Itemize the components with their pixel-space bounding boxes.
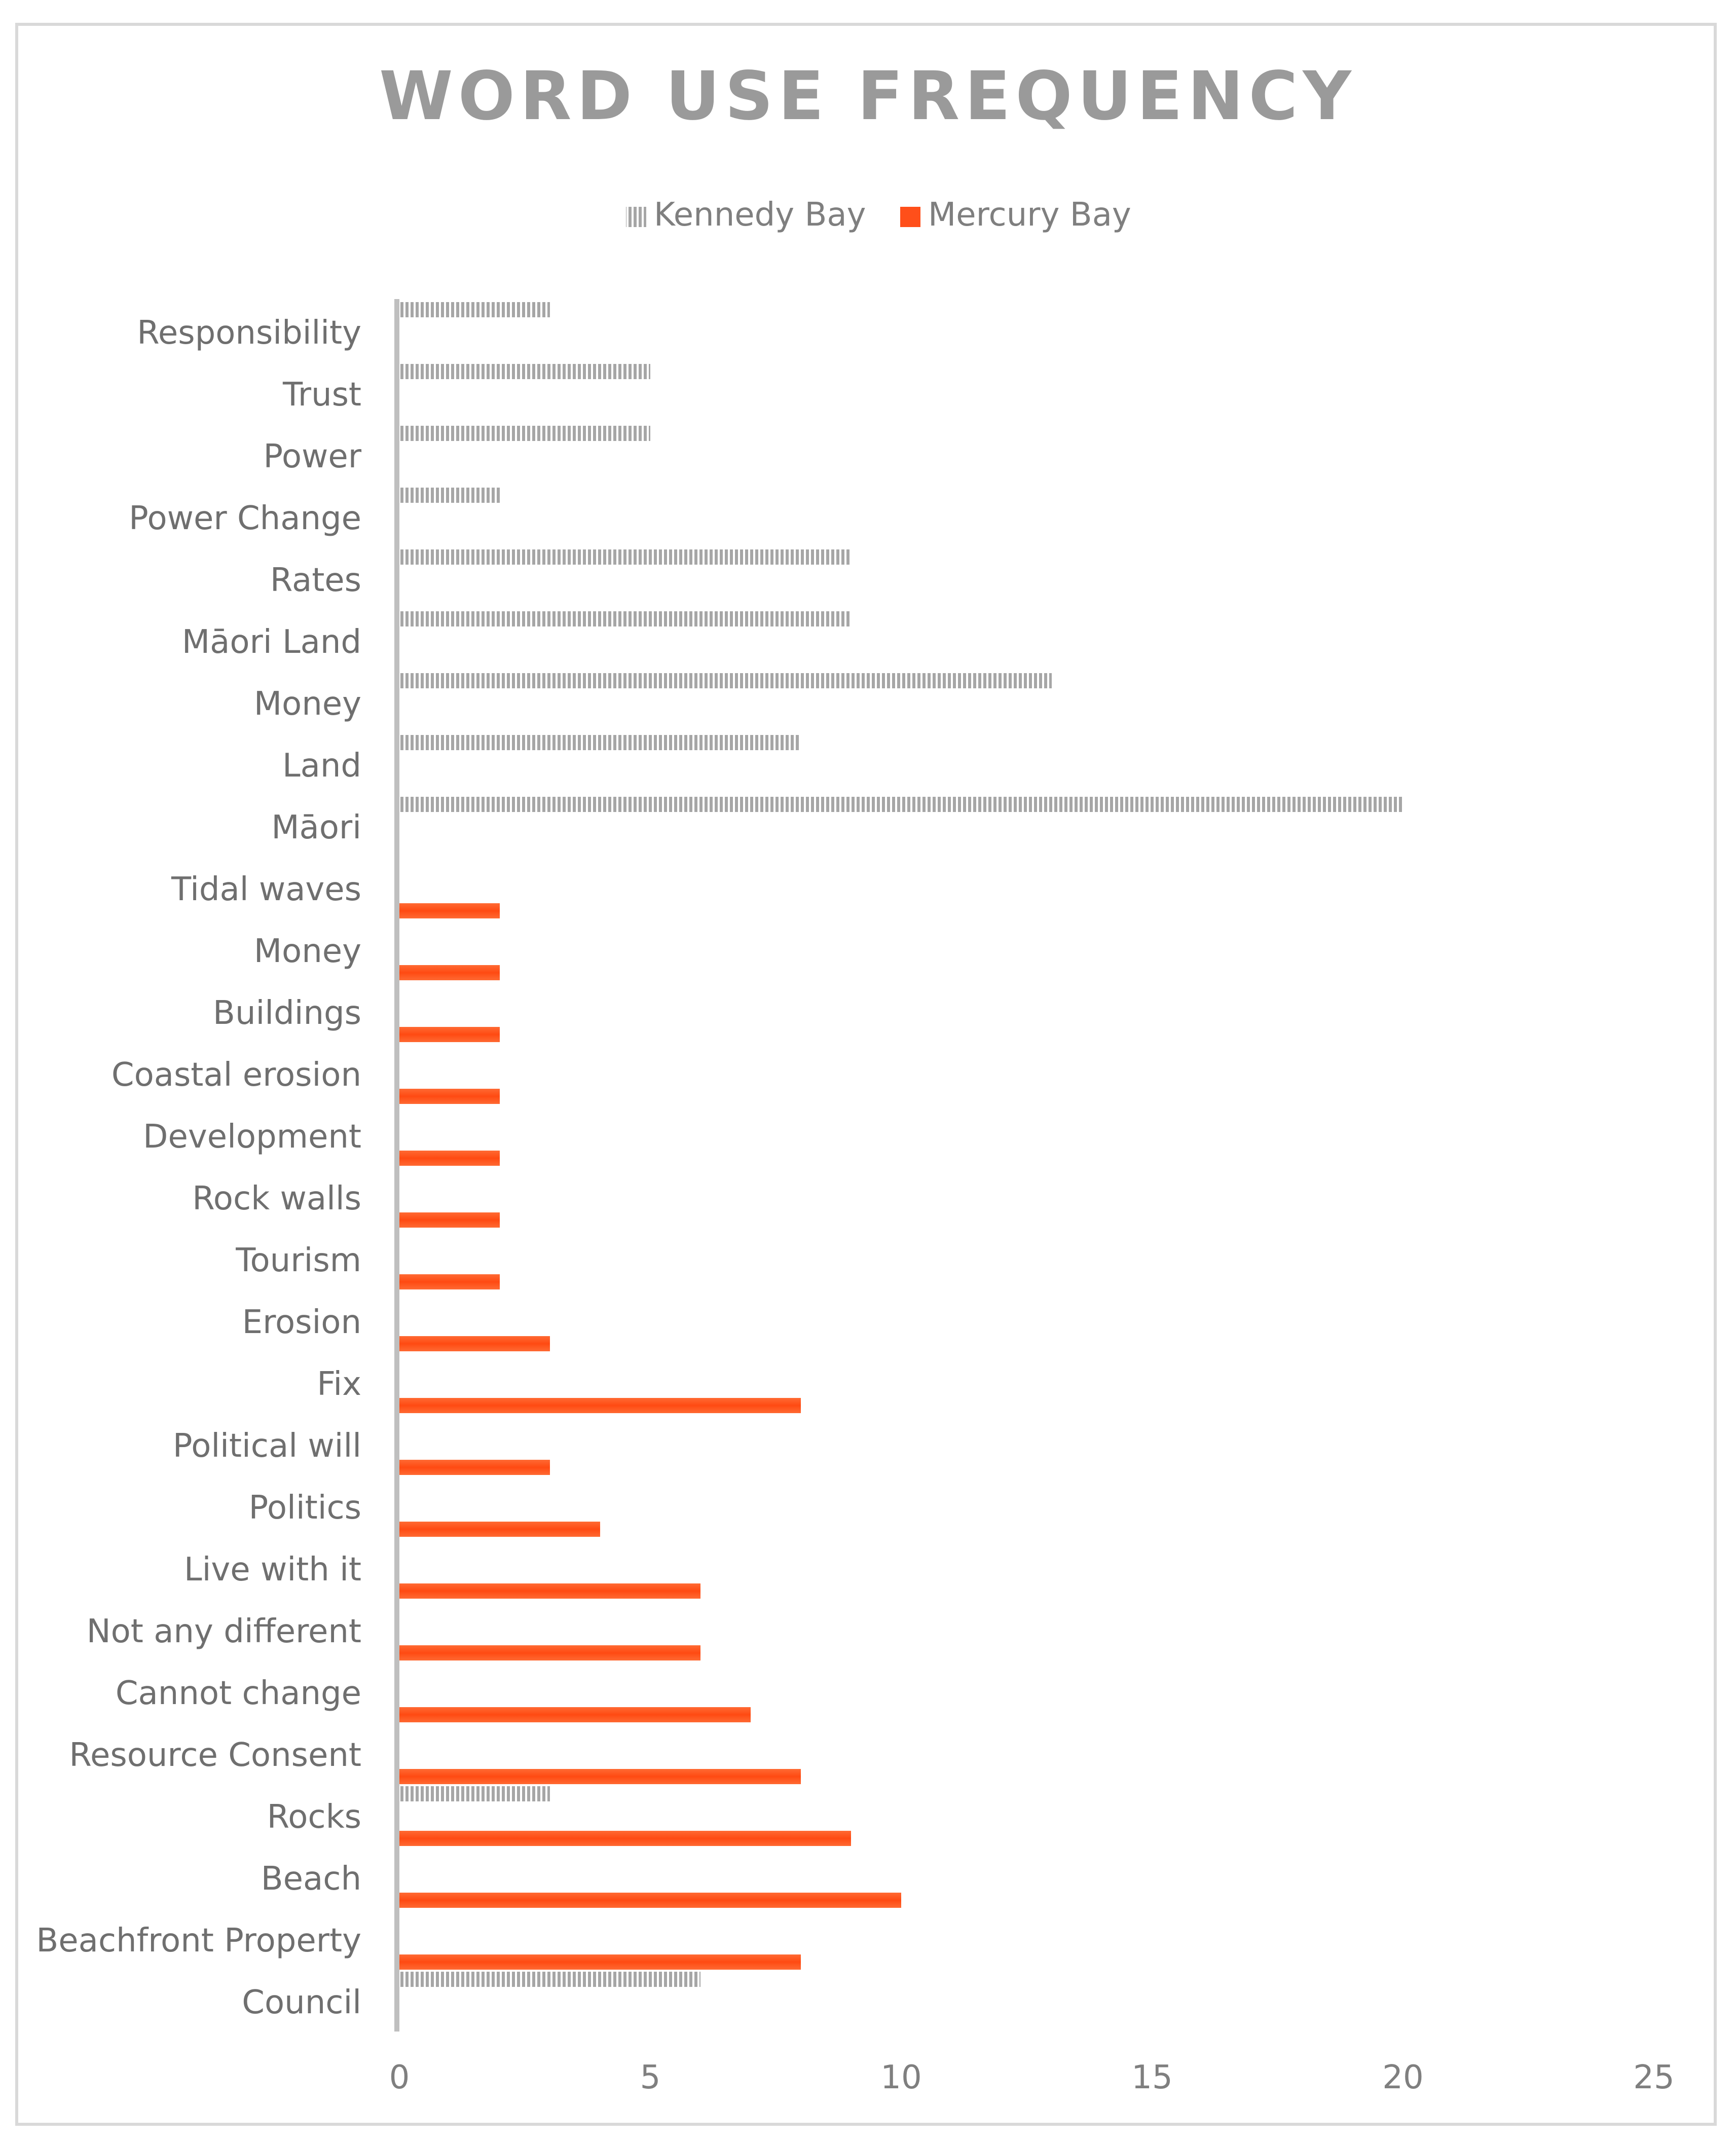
bar-mercury-bay-beachfront-property-26 <box>399 1954 801 1970</box>
category-label-cannot-change-22: Cannot change <box>116 1675 361 1712</box>
bar-kennedy-bay-power-change-3 <box>399 488 500 503</box>
x-tick-label-25: 25 <box>1633 2059 1674 2096</box>
category-label-beach-25: Beach <box>261 1860 361 1898</box>
bar-kennedy-bay-rocks-24 <box>399 1786 550 1801</box>
category-label-political-will-18: Political will <box>173 1427 361 1465</box>
category-label-fix-17: Fix <box>317 1365 361 1403</box>
legend-label-mercury-bay: Mercury Bay <box>928 196 1131 234</box>
chart-frame <box>15 23 1717 2126</box>
x-tick-label-5: 5 <box>640 2059 661 2096</box>
bar-mercury-bay-cannot-change-22 <box>399 1707 751 1722</box>
bar-kennedy-bay-land-7 <box>399 735 801 750</box>
category-label-coastal-erosion-12: Coastal erosion <box>112 1056 361 1094</box>
bar-kennedy-bay-maori-land-5 <box>399 611 851 626</box>
category-label-trust-1: Trust <box>282 376 361 414</box>
category-label-buildings-11: Buildings <box>213 994 361 1032</box>
bar-kennedy-bay-council-27 <box>399 1972 700 1987</box>
bar-mercury-bay-beach-25 <box>399 1893 901 1908</box>
x-tick-label-10: 10 <box>880 2059 921 2096</box>
bar-mercury-bay-political-will-18 <box>399 1460 550 1475</box>
x-tick-label-0: 0 <box>389 2059 410 2096</box>
bar-kennedy-bay-maori-8 <box>399 797 1403 812</box>
category-label-tourism-15: Tourism <box>235 1242 361 1279</box>
bar-kennedy-bay-power-2 <box>399 426 650 441</box>
category-label-politics-19: Politics <box>249 1489 361 1527</box>
bar-mercury-bay-buildings-11 <box>399 1027 500 1042</box>
bar-mercury-bay-development-13 <box>399 1151 500 1166</box>
bar-mercury-bay-money-10 <box>399 965 500 980</box>
category-label-live-with-it-20: Live with it <box>184 1551 361 1589</box>
bar-kennedy-bay-responsibility-0 <box>399 302 550 317</box>
category-label-development-13: Development <box>143 1118 361 1156</box>
category-label-council-27: Council <box>242 1984 361 2021</box>
legend-label-kennedy-bay: Kennedy Bay <box>654 196 866 234</box>
x-tick-label-20: 20 <box>1382 2059 1423 2096</box>
bar-mercury-bay-live-with-it-20 <box>399 1583 700 1599</box>
category-label-power-2: Power <box>264 438 362 475</box>
bar-mercury-bay-resource-consent-23 <box>399 1769 801 1784</box>
bar-kennedy-bay-trust-1 <box>399 364 650 379</box>
bar-kennedy-bay-money-6 <box>399 673 1052 688</box>
legend-swatch-kennedy-bay <box>626 207 646 227</box>
bar-mercury-bay-rocks-24 <box>399 1831 851 1846</box>
bars <box>399 302 1403 1987</box>
chart-title: WORD USE FREQUENCY <box>379 57 1356 135</box>
category-label-land-7: Land <box>282 747 361 785</box>
category-label-money-10: Money <box>254 933 361 970</box>
x-tick-label-15: 15 <box>1131 2059 1172 2096</box>
category-label-power-change-3: Power Change <box>129 500 361 537</box>
bar-mercury-bay-not-any-different-21 <box>399 1645 700 1660</box>
legend: Kennedy Bay Mercury Bay <box>626 196 1131 234</box>
bar-kennedy-bay-rates-4 <box>399 549 851 565</box>
bar-mercury-bay-fix-17 <box>399 1398 801 1413</box>
category-label-erosion-16: Erosion <box>242 1304 361 1341</box>
category-label-not-any-different-21: Not any different <box>87 1613 361 1650</box>
category-label-rocks-24: Rocks <box>267 1798 361 1836</box>
category-label-rock-walls-14: Rock walls <box>192 1180 361 1217</box>
category-label-resource-consent-23: Resource Consent <box>69 1737 361 1774</box>
value-axis-labels: 0 5 10 15 20 25 <box>389 2059 1675 2096</box>
category-label-responsibility-0: Responsibility <box>137 314 361 352</box>
bar-mercury-bay-politics-19 <box>399 1522 600 1537</box>
bar-mercury-bay-tidal-waves-9 <box>399 903 500 918</box>
category-label-tidal-waves-9: Tidal waves <box>171 871 361 908</box>
category-label-money-6: Money <box>254 685 361 723</box>
category-label-maori-land-5: Māori Land <box>182 623 361 661</box>
category-axis-labels: Responsibility Trust Power Power Change Rate… <box>36 314 361 2021</box>
bar-mercury-bay-tourism-15 <box>399 1274 500 1289</box>
category-label-rates-4: Rates <box>270 562 361 599</box>
bar-mercury-bay-rock-walls-14 <box>399 1212 500 1228</box>
bar-mercury-bay-coastal-erosion-12 <box>399 1089 500 1104</box>
legend-swatch-mercury-bay <box>900 207 920 227</box>
category-label-maori-8: Māori <box>271 809 361 846</box>
bar-mercury-bay-erosion-16 <box>399 1336 550 1351</box>
category-label-beachfront-property-26: Beachfront Property <box>36 1922 361 1960</box>
